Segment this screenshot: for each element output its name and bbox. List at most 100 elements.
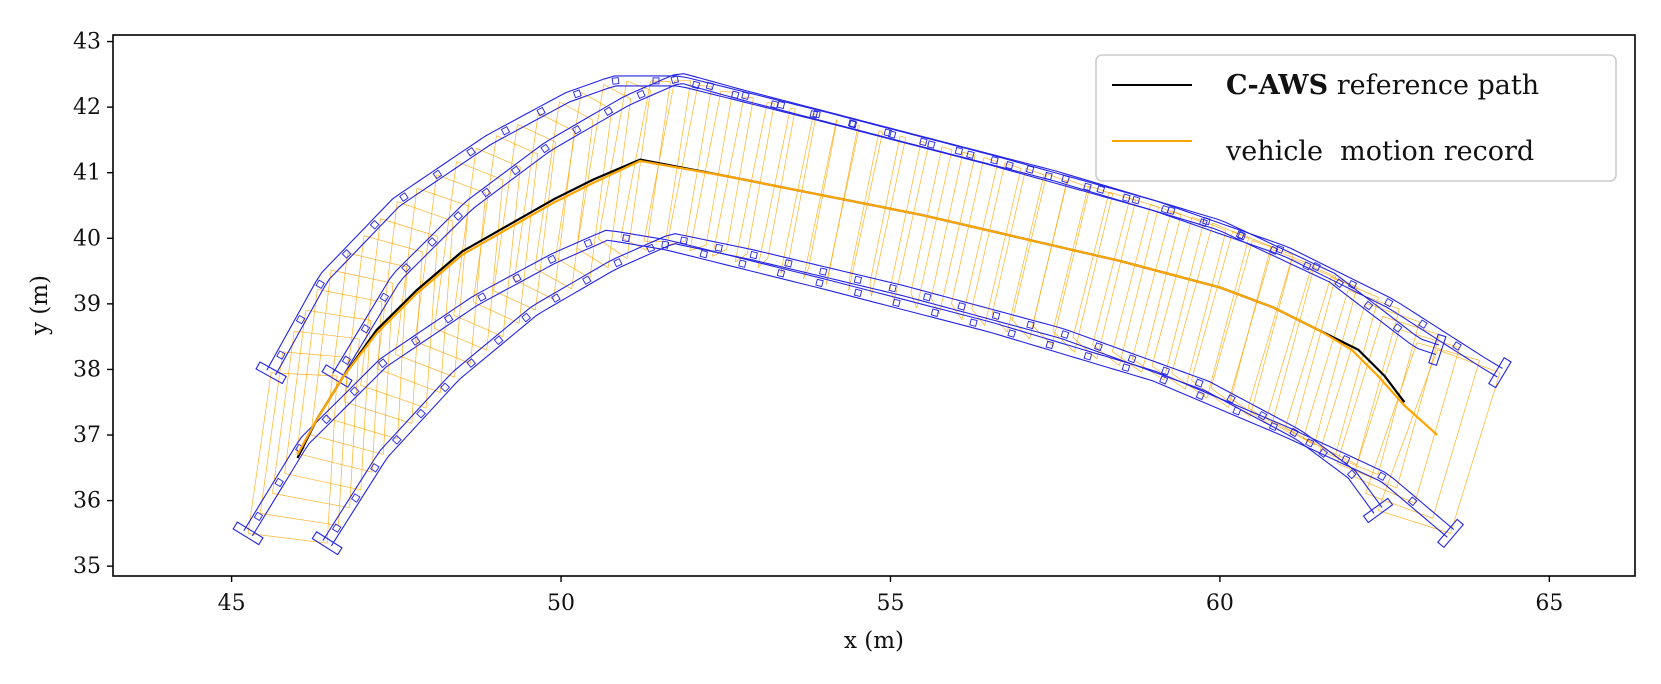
footprint-trace-line — [666, 85, 699, 246]
footprint-trace-line — [360, 218, 381, 386]
footprint-trace-line — [518, 154, 539, 324]
wheel-marker — [699, 249, 708, 259]
wheel-marker — [1334, 278, 1345, 289]
wheel-track-edge — [266, 75, 1503, 371]
wheel-marker — [1347, 279, 1358, 290]
footprint-trace-line — [1352, 329, 1401, 477]
legend-box — [1095, 54, 1617, 182]
wheel-marker — [613, 258, 623, 268]
wheel-marker — [853, 275, 863, 285]
footprint-trace-line — [496, 135, 538, 155]
footprint-trace-line — [296, 289, 318, 454]
wheel-marker — [636, 89, 646, 99]
footprint-trace-line — [1302, 289, 1349, 439]
wheel-marker — [969, 318, 978, 327]
legend-reference-bold: C-AWS — [1226, 70, 1328, 101]
wheel-marker — [611, 77, 620, 85]
footprint-trace-line — [1284, 277, 1332, 428]
y-tick-label: 37 — [73, 423, 101, 448]
footprint-trace-line — [330, 269, 393, 284]
footprint-trace-line — [962, 151, 976, 157]
footprint-trace-line — [1382, 316, 1440, 336]
x-axis-ticks: 45 50 55 60 65 — [218, 576, 1563, 616]
footprint-trace-line — [1266, 267, 1312, 418]
footprint-trace-line — [1365, 342, 1418, 494]
footprint-trace-line — [780, 114, 814, 274]
footprint-trace-line — [453, 314, 504, 338]
wheel-marker — [1131, 195, 1141, 205]
footprint-trace-line — [272, 330, 295, 494]
footprint-trace-line — [1292, 276, 1337, 436]
footprint-trace-line — [271, 372, 338, 377]
wheel-marker — [443, 313, 454, 324]
footprint-trace-line — [620, 80, 652, 238]
wheel-marker — [466, 358, 477, 368]
footprint-trace-line — [961, 161, 999, 320]
footprint-trace-line — [1006, 174, 1045, 333]
wheel-marker — [572, 89, 582, 99]
footprint-trace-line — [746, 103, 775, 254]
footprint-trace-line — [1336, 463, 1398, 489]
wheel-track-edge — [330, 243, 1375, 547]
wheel-marker — [1452, 341, 1462, 351]
wheel-track-edge — [340, 83, 1436, 379]
wheel-marker — [966, 150, 975, 159]
y-tick-label: 36 — [73, 489, 101, 514]
footprint-trace-line — [377, 368, 441, 393]
wheel-marker — [954, 146, 964, 156]
wheel-marker — [1392, 323, 1403, 333]
footprint-trace-line — [555, 92, 582, 258]
footprint-trace-line — [397, 267, 408, 439]
footprint-trace-line — [991, 168, 1027, 315]
wheel-marker — [416, 408, 426, 419]
footprint-trace-line — [1032, 325, 1053, 346]
wheel-marker — [1166, 206, 1176, 215]
wheel-marker — [547, 254, 557, 264]
footprint-trace-line — [1365, 493, 1433, 519]
wheel-marker — [741, 91, 750, 100]
footprint-trace-line — [1399, 329, 1460, 348]
wheel-marker — [622, 234, 630, 243]
footprint-trace-line — [1414, 347, 1460, 504]
footprint-trace-line — [534, 268, 572, 290]
footprint-trace-line — [626, 90, 651, 259]
x-tick-label: 45 — [218, 591, 246, 616]
wheel-track-band — [321, 73, 1447, 388]
x-tick-label: 65 — [1535, 591, 1563, 616]
footprint-trace-line — [1266, 417, 1315, 446]
footprint-trace-line — [470, 192, 486, 364]
wheel-marker — [1226, 394, 1236, 404]
footprint-trace-line — [744, 96, 754, 99]
footprint-trace-line — [726, 97, 754, 250]
footprint-trace-line — [1252, 240, 1294, 256]
wheel-marker — [331, 523, 342, 533]
y-tick-label: 35 — [73, 554, 101, 579]
footprint-trace-line — [343, 401, 412, 424]
footprint-trace-line — [643, 80, 675, 242]
wheel-marker — [1237, 231, 1246, 241]
wheel-track-edge — [251, 239, 1448, 538]
footprint-trace-line — [439, 221, 454, 393]
wheel-marker — [350, 493, 361, 503]
wheel-marker — [957, 302, 966, 311]
wheel-marker — [1060, 330, 1070, 339]
footprint-trace-line — [347, 252, 408, 268]
wheel-marker — [510, 165, 521, 176]
wheel-marker — [1363, 300, 1374, 311]
wheel-marker — [892, 298, 901, 307]
wheel-marker — [583, 238, 593, 248]
wheel-marker — [295, 314, 306, 325]
footprint-trace-line — [871, 137, 907, 297]
wheel-end-marker — [1428, 333, 1447, 366]
wheel-marker — [1311, 261, 1321, 272]
footprint-trace-line — [1171, 222, 1214, 374]
wheel-marker — [391, 434, 402, 445]
wheel-marker — [1318, 448, 1328, 458]
footprint-trace-line — [1212, 222, 1249, 239]
footprint-trace-line — [1319, 450, 1379, 475]
wheel-marker — [315, 279, 325, 289]
footprint-trace-line — [1025, 168, 1044, 176]
footprint-trace-line — [1150, 204, 1182, 216]
wheel-marker — [1121, 363, 1131, 372]
wheel-marker — [540, 143, 550, 154]
